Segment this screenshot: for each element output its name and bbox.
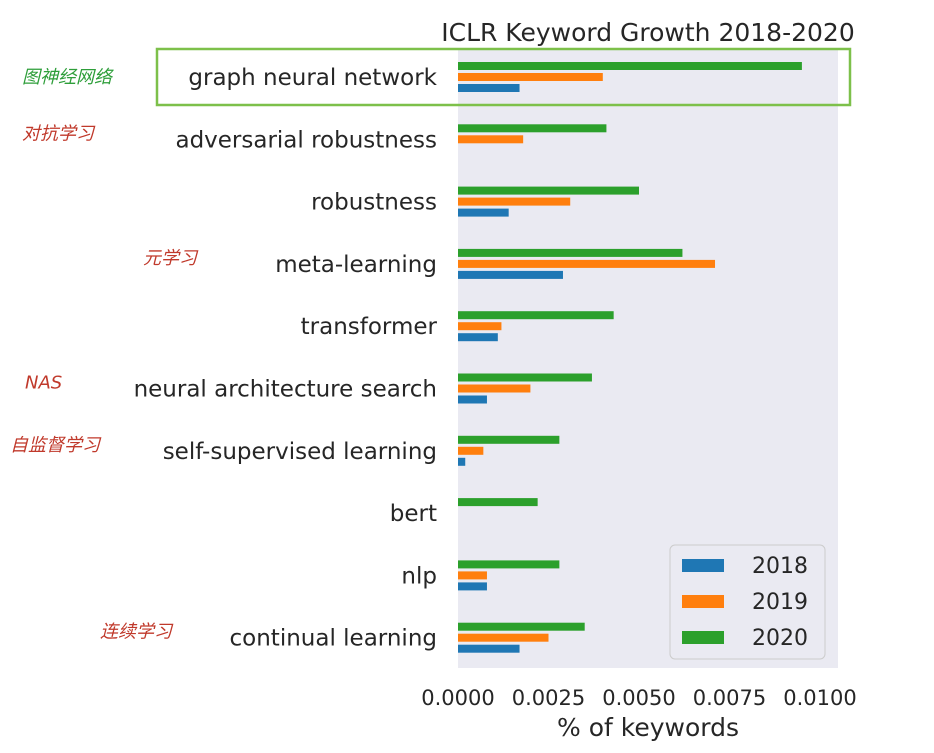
bar-2019-meta-learning [458, 259, 716, 268]
x-tick-label: 0.0025 [512, 686, 585, 710]
highlight-box [155, 47, 852, 107]
bar-2019-nlp [458, 571, 487, 580]
bar-2020-nlp [458, 560, 560, 569]
bar-2020-meta-learning [458, 248, 683, 257]
handwritten-note: NAS [25, 373, 62, 394]
category-label: continual learning [230, 626, 437, 652]
bar-2019-robustness [458, 197, 571, 206]
bar-2018-robustness [458, 208, 509, 217]
category-label: neural architecture search [134, 377, 437, 403]
bar-2019-adversarial-robustness [458, 135, 524, 144]
bar-2020-self-supervised-learning [458, 435, 560, 444]
category-label: meta-learning [275, 252, 437, 278]
handwritten-note: 连续学习 [100, 622, 174, 643]
legend-label: 2020 [752, 626, 808, 651]
legend-swatch-2018 [682, 559, 724, 572]
handwritten-note: 图神经网络 [22, 67, 114, 88]
bar-2020-transformer [458, 311, 614, 320]
x-axis-label: % of keywords [557, 713, 739, 742]
category-label: nlp [401, 563, 437, 589]
x-tick-label: 0.0000 [421, 686, 494, 710]
bar-2020-graph-neural-network [458, 62, 802, 70]
chart-title: ICLR Keyword Growth 2018-2020 [441, 18, 855, 47]
x-tick-label: 0.0100 [783, 686, 856, 710]
category-label: transformer [301, 314, 438, 340]
legend-label: 2018 [752, 554, 808, 579]
bar-2019-neural-architecture-search [458, 384, 531, 393]
category-label: bert [390, 501, 437, 527]
legend-box [669, 544, 826, 660]
bars-group [458, 62, 802, 653]
bar-2020-bert [458, 498, 538, 507]
bar-2020-continual-learning [458, 622, 585, 631]
bar-2018-transformer [458, 333, 498, 342]
bar-2019-transformer [458, 322, 502, 331]
bar-2020-adversarial-robustness [458, 124, 607, 133]
category-label: graph neural network [188, 65, 437, 91]
bar-2019-continual-learning [458, 633, 549, 642]
category-label: robustness [311, 190, 437, 216]
category-label: self-supervised learning [163, 439, 437, 465]
x-tick-labels: 0.0000 0.0025 0.0050 0.0075 0.0100 [421, 686, 856, 710]
legend-swatch-2020 [682, 631, 724, 644]
handwritten-note: 自监督学习 [10, 435, 102, 456]
handwritten-note: 对抗学习 [22, 123, 96, 144]
bar-2018-self-supervised-learning [458, 457, 466, 466]
category-labels: graph neural network adversarial robustne… [134, 65, 438, 652]
bar-2018-nlp [458, 582, 487, 591]
bar-2018-continual-learning [458, 644, 520, 653]
bar-2018-neural-architecture-search [458, 395, 487, 404]
bar-2018-meta-learning [458, 270, 563, 279]
legend-label: 2019 [752, 590, 808, 615]
bar-2018-graph-neural-network [458, 84, 520, 92]
bar-2019-graph-neural-network [458, 73, 603, 81]
legend-swatch-2019 [682, 595, 724, 608]
bar-2020-robustness [458, 186, 639, 195]
x-tick-label: 0.0075 [693, 686, 766, 710]
category-label: adversarial robustness [175, 127, 437, 153]
handwritten-note: 元学习 [143, 248, 199, 269]
bar-2020-neural-architecture-search [458, 373, 592, 382]
bar-2019-self-supervised-learning [458, 446, 484, 455]
legend: 2018 2019 2020 [669, 544, 826, 660]
x-tick-label: 0.0050 [602, 686, 675, 710]
